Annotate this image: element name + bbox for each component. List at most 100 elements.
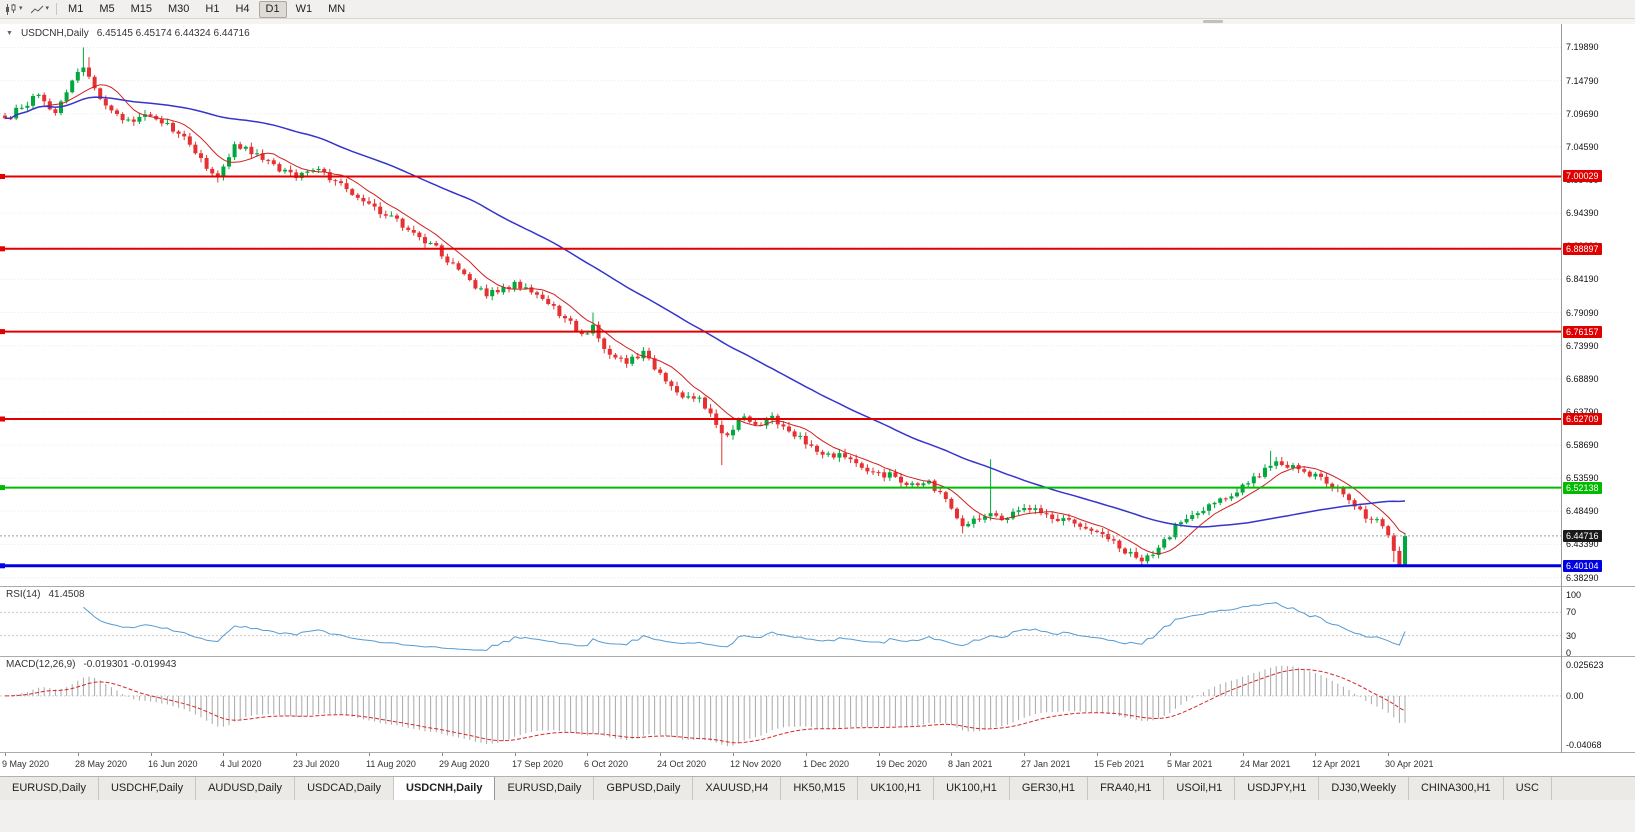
line-chart-button[interactable]: ▾ [27,1,54,17]
collapse-icon[interactable]: ▼ [6,30,13,37]
chart-type-button[interactable]: ▾ [0,1,27,17]
chart-tab-USDCHF-Daily[interactable]: USDCHF,Daily [98,777,197,800]
time-axis-tick [733,753,734,756]
timeframe-button-H4[interactable]: H4 [235,2,250,15]
chart-tab-GBPUSD-Daily[interactable]: GBPUSD,Daily [594,777,694,800]
rsi-axis-label: 0 [1566,648,1572,658]
main-price-chart[interactable] [0,24,1635,586]
date-label: 27 Jan 2021 [1021,759,1071,769]
rsi-value: 41.4508 [48,589,85,600]
chart-tab-USOil-H1[interactable]: USOil,H1 [1164,777,1236,800]
price-axis[interactable]: 7.198907.147907.096907.045906.994906.943… [1562,0,1635,777]
macd-histogram [15,665,1406,747]
time-axis-tick [951,753,952,756]
timeframe-button-MN[interactable]: MN [328,2,346,15]
price-line-badge: 6.40104 [1563,559,1602,572]
chart-tab-EURUSD-Daily[interactable]: EURUSD,Daily [0,777,99,800]
time-axis-tick [151,753,152,756]
chart-tab-USDCAD-Daily[interactable]: USDCAD,Daily [295,777,395,800]
chart-tab-USDJPY-H1[interactable]: USDJPY,H1 [1235,777,1320,800]
time-axis-tick [369,753,370,756]
time-axis-tick [1097,753,1098,756]
chart-tab-UK100-H1[interactable]: UK100,H1 [934,777,1010,800]
date-label: 9 May 2020 [2,759,50,769]
time-axis-tick [5,753,6,756]
macd-values: -0.019301 -0.019943 [83,659,177,670]
date-label: 12 Nov 2020 [730,759,782,769]
rsi-axis-label: 70 [1566,607,1577,618]
timeframe-button-M30[interactable]: M30 [168,2,190,15]
price-axis-tick: 6.63790 [1566,406,1599,417]
date-label: 6 Oct 2020 [584,759,629,769]
price-axis-tick: 6.73990 [1566,340,1599,351]
chart-tab-GER30-H1[interactable]: GER30,H1 [1009,777,1089,800]
chart-tab-USC[interactable]: USC [1503,777,1552,800]
price-axis-tick: 6.84190 [1566,274,1599,285]
macd-label: MACD(12,26,9) -0.019301 -0.019943 [6,659,176,670]
timeframe-button-M5[interactable]: M5 [99,2,115,15]
rsi-line [83,602,1406,651]
line-chart-icon [30,5,43,13]
timeframe-button-H1[interactable]: H1 [205,2,220,15]
rsi-name: RSI(14) [6,589,41,600]
time-axis-tick [442,753,443,756]
price-line-badge: 6.52138 [1563,481,1602,494]
price-axis-tick: 7.14790 [1566,75,1599,86]
timeframe-toolbar: ▾ ▾ M1 M5 M15 M30 H1 H4 D1 W1 MN [0,0,1635,19]
price-axis-tick: 6.68890 [1566,373,1599,384]
chart-tab-bar: EURUSD,Daily USDCHF,Daily AUDUSD,Daily USDC… [0,776,1635,800]
chart-hscrollbar[interactable] [0,19,1635,24]
panel-separator-main-rsi[interactable] [0,586,1635,587]
macd-axis-label: 0.00 [1566,690,1584,701]
macd-name: MACD(12,26,9) [6,659,76,670]
price-line-badge: 6.76157 [1563,325,1602,338]
chart-tab-EURUSD-Daily[interactable]: EURUSD,Daily [495,777,595,800]
date-label: 11 Aug 2020 [366,759,416,769]
time-axis-tick [806,753,807,756]
macd-panel[interactable] [0,657,1635,752]
date-label: 29 Aug 2020 [439,759,490,769]
status-strip [0,799,1635,832]
time-axis-tick [1024,753,1025,756]
chart-tab-DJ30-Weekly[interactable]: DJ30,Weekly [1319,777,1409,800]
chart-tab-CHINA300-H1[interactable]: CHINA300,H1 [1408,777,1504,800]
timeframe-button-M15[interactable]: M15 [130,2,152,15]
timeframe-button-M1[interactable]: M1 [68,2,84,15]
time-axis-tick [1315,753,1316,756]
rsi-axis-label: 30 [1566,630,1577,641]
chevron-down-icon: ▾ [45,5,50,12]
toolbar-separator [56,3,58,15]
chart-tab-FRA40-H1[interactable]: FRA40,H1 [1088,777,1165,800]
date-label: 8 Jan 2021 [948,759,993,769]
panel-separator-rsi-macd[interactable] [0,656,1635,657]
time-axis[interactable]: 9 May 2020 28 May 2020 16 Jun 2020 4 Jul 20… [0,753,1635,776]
time-axis-line [0,752,1635,753]
date-label: 28 May 2020 [75,759,128,769]
chart-tab-AUDUSD-Daily[interactable]: AUDUSD,Daily [196,777,296,800]
rsi-panel[interactable] [0,587,1635,656]
date-label: 12 Apr 2021 [1312,759,1361,769]
grid-lines [0,47,1561,579]
chart-tab-HK50-M15[interactable]: HK50,M15 [781,777,859,800]
time-axis-tick [296,753,297,756]
timeframe-buttons: M1 M5 M15 M30 H1 H4 D1 W1 MN [60,0,353,18]
date-label: 24 Oct 2020 [657,759,707,769]
time-axis-tick [223,753,224,756]
price-axis-tick: 6.79090 [1566,307,1599,318]
time-axis-tick [1170,753,1171,756]
date-label: 5 Mar 2021 [1167,759,1213,769]
chart-tab-UK100-H1[interactable]: UK100,H1 [858,777,935,800]
macd-signal-line [5,668,1406,744]
hscroll-thumb[interactable] [1203,20,1223,23]
price-line-badge: 6.62709 [1563,412,1602,425]
timeframe-button-W1[interactable]: W1 [295,2,313,15]
price-line-badge: 6.88897 [1563,242,1602,255]
chart-tab-USDCNH-Daily[interactable]: USDCNH,Daily [394,777,496,800]
price-axis-tick: 7.19890 [1566,42,1599,53]
candles [3,47,1407,567]
chart-tab-XAUUSD-H4[interactable]: XAUUSD,H4 [693,777,782,800]
horizontal-level-lines[interactable] [0,174,1561,569]
moving-average-lines [4,84,1406,555]
rsi-label: RSI(14) 41.4508 [6,589,85,600]
timeframe-button-D1[interactable]: D1 [258,0,287,18]
